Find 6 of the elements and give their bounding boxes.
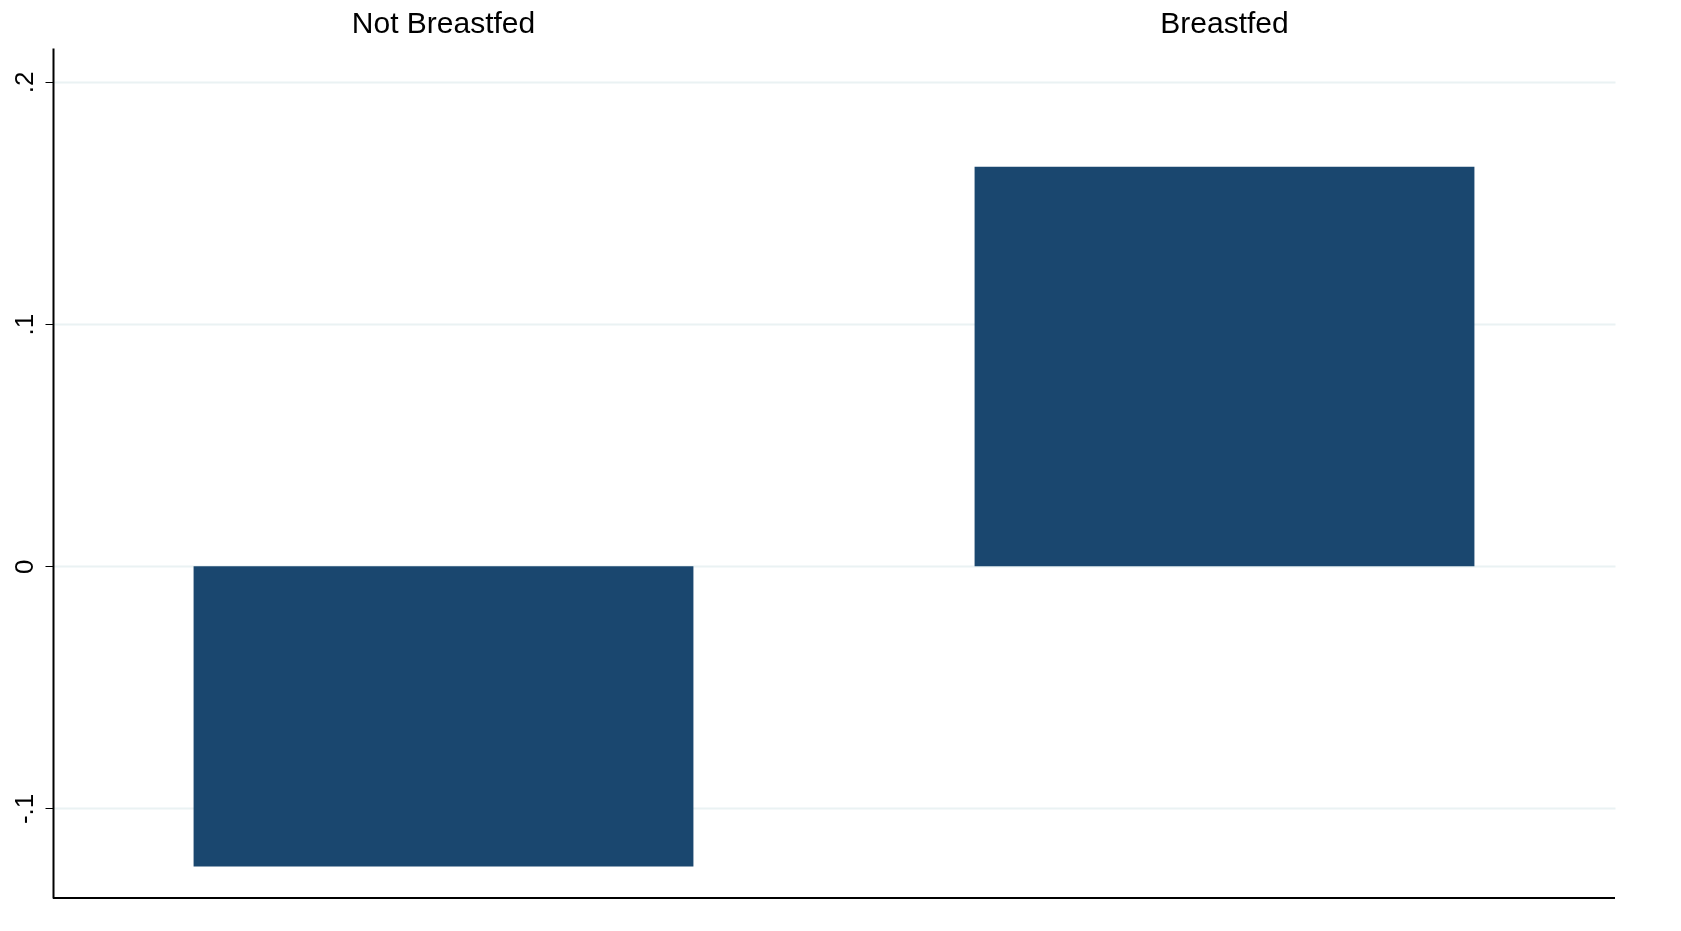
- y-tick-label: 0: [8, 559, 39, 574]
- x-tick-label: Breastfed: [1160, 5, 1289, 39]
- y-tick-label: -.1: [8, 793, 39, 825]
- x-tick-label: Not Breastfed: [351, 5, 536, 39]
- y-tick-label: .2: [8, 71, 39, 94]
- y-tick-label: .1: [8, 313, 39, 336]
